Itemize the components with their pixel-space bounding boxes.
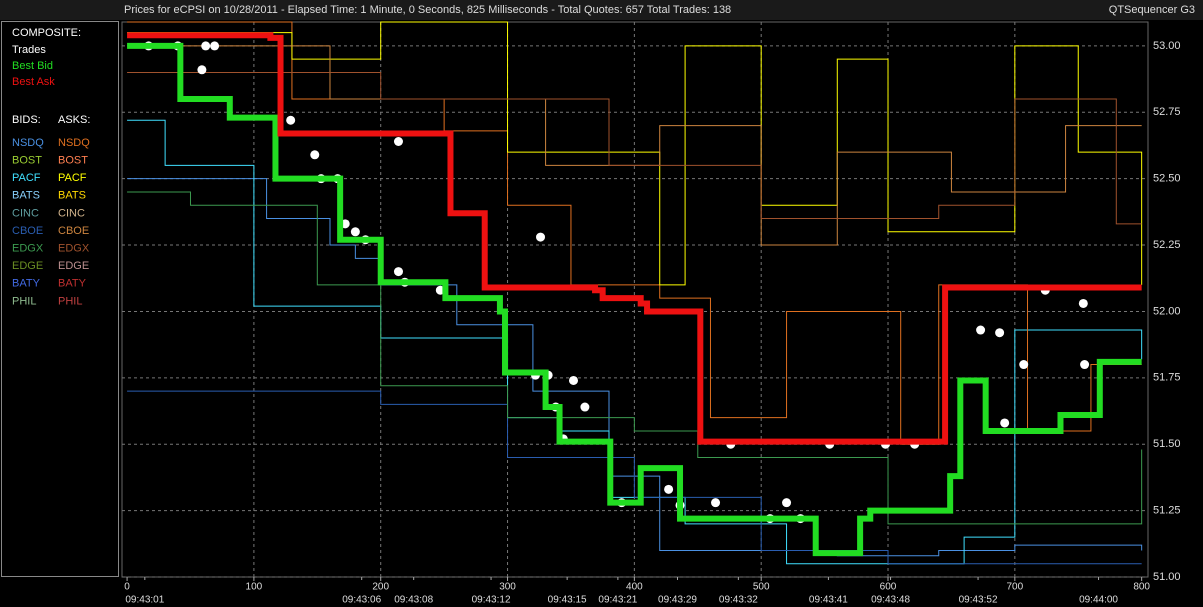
legend-entry: Best Bid bbox=[12, 60, 53, 72]
x-tick-label: 100 bbox=[246, 582, 263, 593]
trade-dot bbox=[1019, 360, 1029, 370]
ask-legend: EDGX bbox=[58, 243, 90, 255]
price-line bbox=[127, 390, 1142, 565]
trade-dot bbox=[197, 65, 207, 75]
y-tick-label: 52.75 bbox=[1153, 106, 1181, 118]
bid-legend: NSDQ bbox=[12, 137, 44, 149]
ask-legend: PACF bbox=[58, 172, 87, 184]
x-tick-label: 600 bbox=[880, 582, 897, 593]
trade-dot bbox=[310, 150, 320, 160]
price-line bbox=[127, 71, 1142, 225]
bid-legend: BATS bbox=[12, 190, 40, 202]
x-tick-label: 300 bbox=[499, 582, 516, 593]
time-label: 09:43:06 bbox=[342, 595, 381, 606]
ask-legend: CBOE bbox=[58, 225, 89, 237]
composite-label: COMPOSITE: bbox=[12, 27, 81, 39]
trade-dot bbox=[782, 498, 792, 508]
trade-dot bbox=[664, 484, 674, 494]
ask-legend: PHIL bbox=[58, 295, 82, 307]
bid-legend: BATY bbox=[12, 278, 41, 290]
y-tick-label: 53.00 bbox=[1153, 40, 1181, 52]
y-tick-label: 52.00 bbox=[1153, 305, 1181, 317]
title: Prices for eCPSI on 10/28/2011 - Elapsed… bbox=[124, 4, 731, 16]
ask-legend: EDGE bbox=[58, 260, 89, 272]
bids-label: BIDS: bbox=[12, 114, 41, 126]
title-bar bbox=[0, 0, 1203, 20]
trade-dot bbox=[580, 402, 590, 412]
trade-dot bbox=[995, 328, 1005, 338]
trade-dot bbox=[536, 232, 546, 242]
trade-dot bbox=[201, 41, 211, 51]
bid-legend: EDGX bbox=[12, 243, 44, 255]
trade-dot bbox=[393, 136, 403, 146]
bid-legend: PACF bbox=[12, 172, 41, 184]
y-tick-label: 52.50 bbox=[1153, 173, 1181, 185]
trade-dot bbox=[286, 115, 296, 125]
y-tick-label: 51.00 bbox=[1153, 571, 1181, 583]
trade-dot bbox=[210, 41, 220, 51]
trade-dot bbox=[393, 267, 403, 277]
trade-dot bbox=[568, 375, 578, 385]
trade-dot bbox=[976, 325, 986, 335]
trade-dot bbox=[1080, 360, 1090, 370]
ask-legend: BATY bbox=[58, 278, 87, 290]
price-line bbox=[127, 191, 1143, 525]
legend-entry: Trades bbox=[12, 44, 46, 56]
price-line bbox=[127, 32, 1142, 445]
price-line bbox=[127, 21, 1143, 286]
x-tick-label: 700 bbox=[1006, 582, 1023, 593]
y-tick-label: 51.75 bbox=[1153, 372, 1181, 384]
ask-legend: NSDQ bbox=[58, 137, 90, 149]
bid-legend: CINC bbox=[12, 207, 39, 219]
app-name: QTSequencer G3 bbox=[1109, 4, 1195, 16]
x-tick-label: 0 bbox=[124, 582, 130, 593]
time-label: 09:44:00 bbox=[1079, 595, 1118, 606]
time-label: 09:43:12 bbox=[472, 595, 511, 606]
legend-entry: Best Ask bbox=[12, 76, 55, 88]
bid-legend: BOST bbox=[12, 155, 42, 167]
time-label: 09:43:01 bbox=[125, 595, 164, 606]
ask-legend: CINC bbox=[58, 207, 85, 219]
plot-area bbox=[121, 21, 1149, 578]
bid-legend: PHIL bbox=[12, 295, 36, 307]
x-tick-label: 500 bbox=[753, 582, 770, 593]
x-tick-label: 200 bbox=[372, 582, 389, 593]
time-label: 09:43:21 bbox=[598, 595, 637, 606]
time-label: 09:43:48 bbox=[871, 595, 910, 606]
legend-panel bbox=[1, 21, 119, 577]
price-line bbox=[127, 178, 1143, 557]
time-label: 09:43:41 bbox=[809, 595, 848, 606]
time-label: 09:43:32 bbox=[719, 595, 758, 606]
time-label: 09:43:08 bbox=[394, 595, 433, 606]
asks-label: ASKS: bbox=[58, 114, 90, 126]
x-tick-label: 800 bbox=[1133, 582, 1150, 593]
price-line bbox=[127, 21, 1142, 445]
time-label: 09:43:15 bbox=[548, 595, 587, 606]
trade-dot bbox=[1000, 418, 1010, 428]
y-tick-label: 51.25 bbox=[1153, 505, 1181, 517]
y-tick-label: 52.25 bbox=[1153, 239, 1181, 251]
trade-dot bbox=[711, 498, 721, 508]
y-tick-label: 51.50 bbox=[1153, 438, 1181, 450]
ask-legend: BOST bbox=[58, 155, 88, 167]
bid-legend: EDGE bbox=[12, 260, 43, 272]
trade-dot bbox=[1078, 298, 1088, 308]
trade-dot bbox=[350, 227, 360, 237]
x-tick-label: 400 bbox=[626, 582, 643, 593]
price-line bbox=[127, 42, 1142, 557]
time-label: 09:43:29 bbox=[658, 595, 697, 606]
time-label: 09:43:52 bbox=[959, 595, 998, 606]
ask-legend: BATS bbox=[58, 190, 86, 202]
bid-legend: CBOE bbox=[12, 225, 43, 237]
